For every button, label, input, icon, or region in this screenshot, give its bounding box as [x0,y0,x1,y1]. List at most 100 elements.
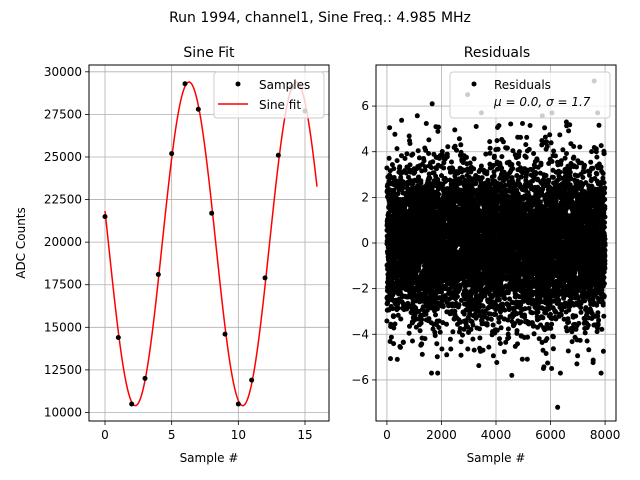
residual-point [428,165,434,171]
residual-point [515,341,520,347]
residual-point [490,353,496,359]
residual-point [516,149,522,155]
residual-point [496,297,502,303]
residual-point [388,334,394,340]
x-tick-label: 15 [297,428,312,442]
residual-point [398,344,403,350]
y-tick-label: 17500 [44,278,82,292]
residual-point [471,166,477,172]
x-tick-label: 0 [101,428,109,442]
residual-point [456,136,462,142]
residual-point [391,175,397,180]
residual-point [457,326,463,331]
residual-point [504,145,510,151]
sample-point [235,401,241,407]
residual-point [468,327,474,332]
residual-point [423,147,429,153]
sine-fit-title: Sine Fit [183,45,235,61]
residual-point [478,163,484,169]
residual-point [434,354,440,360]
residual-point [477,326,482,332]
residual-point [444,177,449,183]
residual-point [398,316,404,322]
residual-point [505,326,511,332]
residual-point [427,175,433,181]
residual-point [395,191,401,197]
residual-point [488,316,494,322]
figure-suptitle: Run 1994, channel1, Sine Freq.: 4.985 MH… [169,10,471,26]
residual-point [510,166,516,171]
residual-point [434,306,440,312]
residual-point [397,164,403,170]
residual-point [464,154,469,160]
residual-point [475,203,481,209]
residual-point [508,121,514,127]
residual-point [388,321,394,327]
residual-point [458,339,464,345]
residual-point [423,121,429,126]
sine-fit-legend: Samples Sine fit [213,71,325,119]
residual-point [458,142,464,148]
residual-point [422,164,428,170]
residual-point [470,322,476,328]
residual-point [387,125,393,131]
y-tick-label: 10000 [44,405,82,419]
y-tick-label: 27500 [44,107,82,121]
sample-point [115,335,121,341]
sample-point [222,331,228,337]
residual-point [426,137,432,143]
residual-point [480,347,486,353]
residual-point [392,321,398,327]
residual-point [437,329,443,335]
residual-point [399,117,405,123]
residual-point [402,204,408,210]
residual-point [406,330,412,336]
sample-point [275,152,281,158]
residual-point [454,294,460,300]
residual-point [384,318,390,324]
residual-point [391,166,397,172]
legend-samples-marker [235,81,241,87]
residual-point [433,312,438,318]
residual-point [384,165,390,171]
residual-point [456,302,462,308]
residual-point [406,174,411,180]
residual-point [483,151,489,157]
sample-point [249,377,255,383]
residual-point [386,155,392,161]
sample-point [155,272,161,278]
residual-point [487,150,493,156]
residual-point [479,175,485,181]
legend-sine-fit-label: Sine fit [259,98,301,112]
residual-point [496,319,502,325]
sample-point [209,210,215,216]
residual-point [491,153,497,159]
residual-point [439,173,444,179]
residual-point [484,169,490,175]
residual-point [448,346,454,352]
residual-point [402,156,408,161]
residual-point [429,370,434,376]
sample-point [169,151,175,157]
residual-point [461,311,467,317]
residual-point [473,124,479,129]
sample-point [182,81,188,87]
residual-point [460,174,465,180]
residual-point [394,146,400,152]
residual-point [476,363,482,369]
residual-point [421,158,427,164]
residual-point [391,325,397,331]
y-tick-label: 20000 [44,235,82,249]
residual-point [506,335,512,341]
y-tick-label: 22500 [44,193,82,207]
residual-point [430,159,436,165]
sine-fit-curve [104,81,318,407]
residual-point [502,307,508,313]
residual-point [514,328,520,334]
residual-point [497,336,502,342]
residual-point [439,346,445,352]
sine-fit-ticks: 0 5 10 151000012500150001750020000225002500… [44,65,313,442]
residual-point [410,151,416,157]
residual-point [407,162,413,168]
